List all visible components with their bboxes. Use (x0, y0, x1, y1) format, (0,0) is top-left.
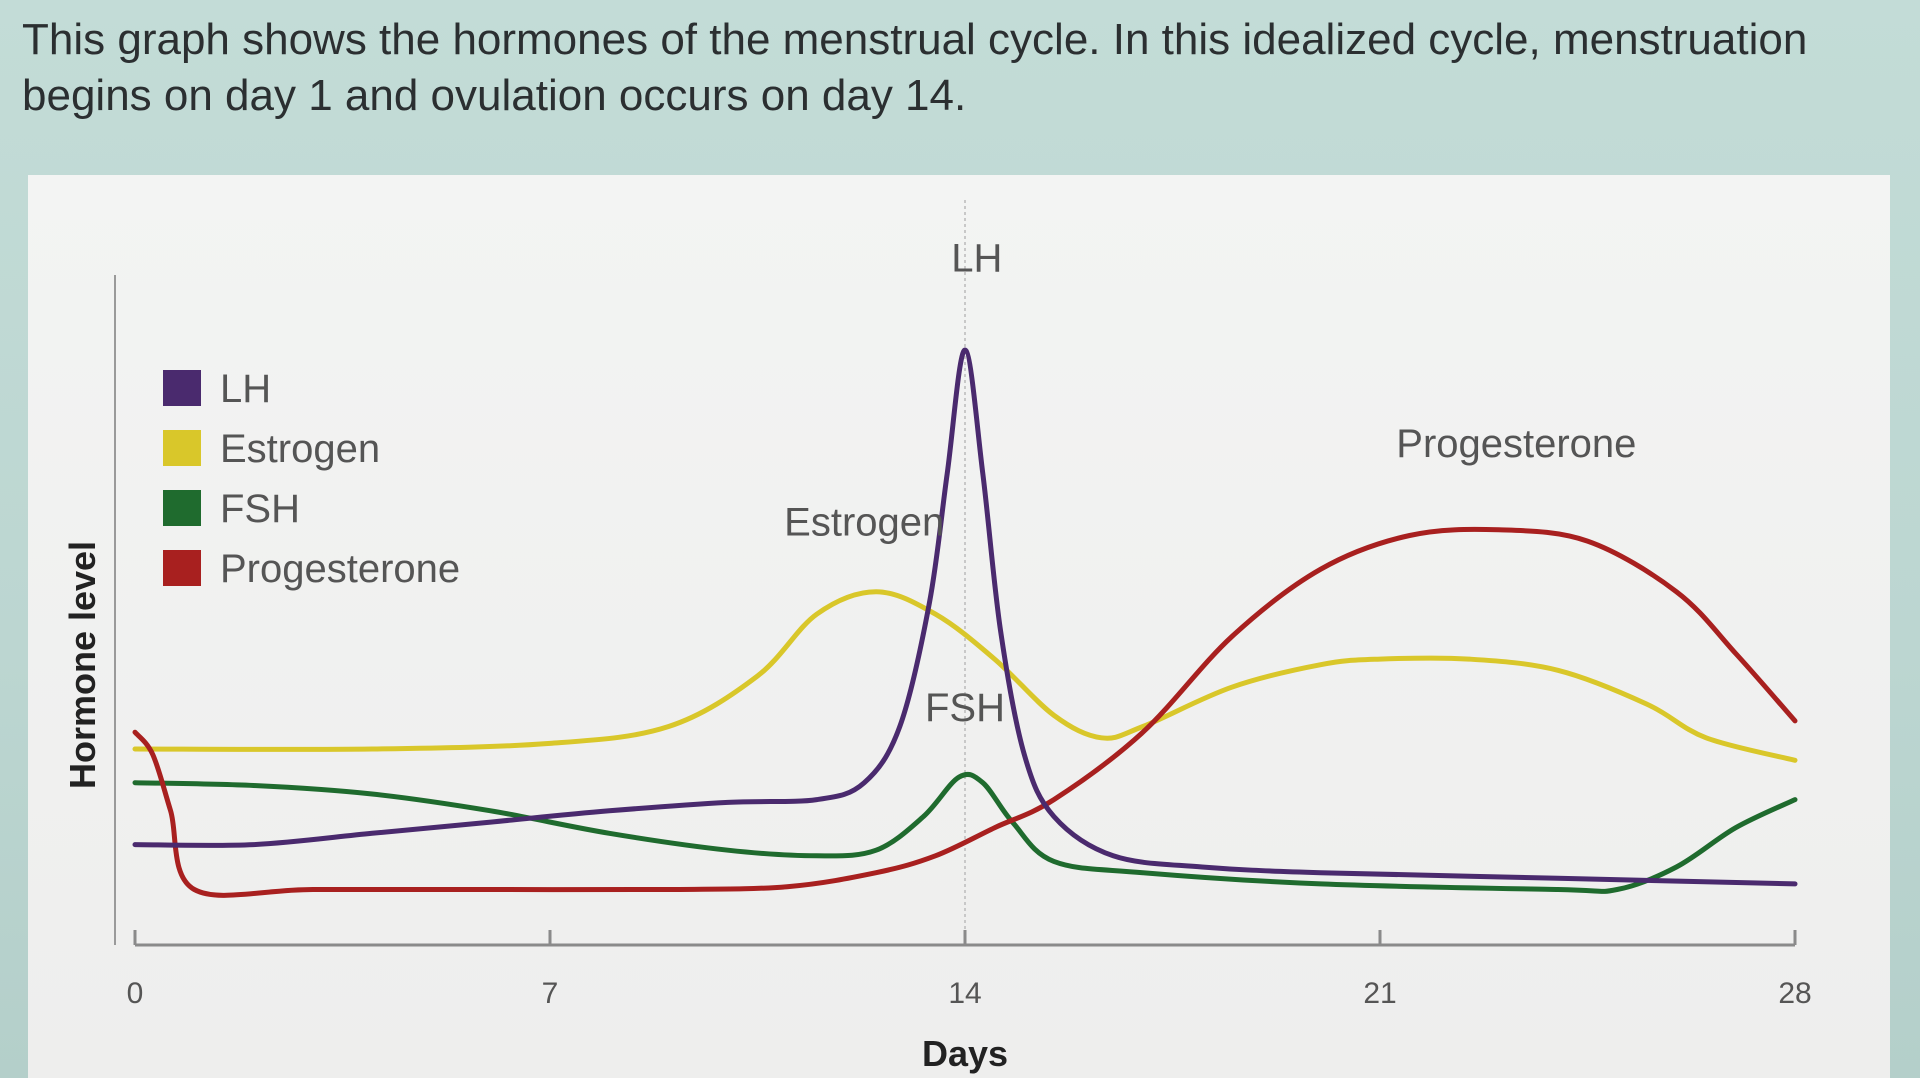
axes: 0 7 14 21 28 (114, 200, 1812, 1010)
chart-panel (28, 175, 1890, 1078)
y-axis-label: Hormone level (62, 541, 103, 789)
series-line-progesterone (132, 526, 1798, 898)
curve-label-estrogen: Estrogen (784, 500, 944, 544)
x-tick-label: 0 (127, 977, 144, 1010)
series-line-lh (132, 347, 1798, 887)
legend-label-progesterone: Progesterone (220, 547, 460, 591)
legend-swatch-progesterone (163, 550, 201, 586)
legend-label-lh: LH (220, 367, 271, 411)
description-text: This graph shows the hormones of the men… (22, 15, 1808, 120)
series-line-estrogen (132, 589, 1798, 763)
legend-swatch-fsh (163, 490, 201, 526)
curve-label-progesterone: Progesterone (1396, 422, 1636, 466)
legend-swatch-estrogen (163, 430, 201, 466)
x-tick-label: 14 (948, 977, 981, 1010)
x-tick-label: 21 (1363, 977, 1396, 1010)
legend-label-estrogen: Estrogen (220, 427, 380, 471)
curve-label-lh: LH (951, 236, 1002, 280)
x-tick-label: 28 (1778, 977, 1811, 1010)
legend-label-fsh: FSH (220, 487, 300, 531)
curve-label-fsh: FSH (925, 686, 1005, 730)
x-tick-label: 7 (542, 977, 559, 1010)
legend: LH Estrogen FSH Progesterone (163, 367, 460, 591)
series-line-fsh (132, 771, 1798, 894)
series-lines (132, 347, 1798, 898)
legend-swatch-lh (163, 370, 201, 406)
curve-annotations: LH Estrogen FSH Progesterone (784, 236, 1636, 730)
x-axis-label: Days (922, 1033, 1008, 1074)
